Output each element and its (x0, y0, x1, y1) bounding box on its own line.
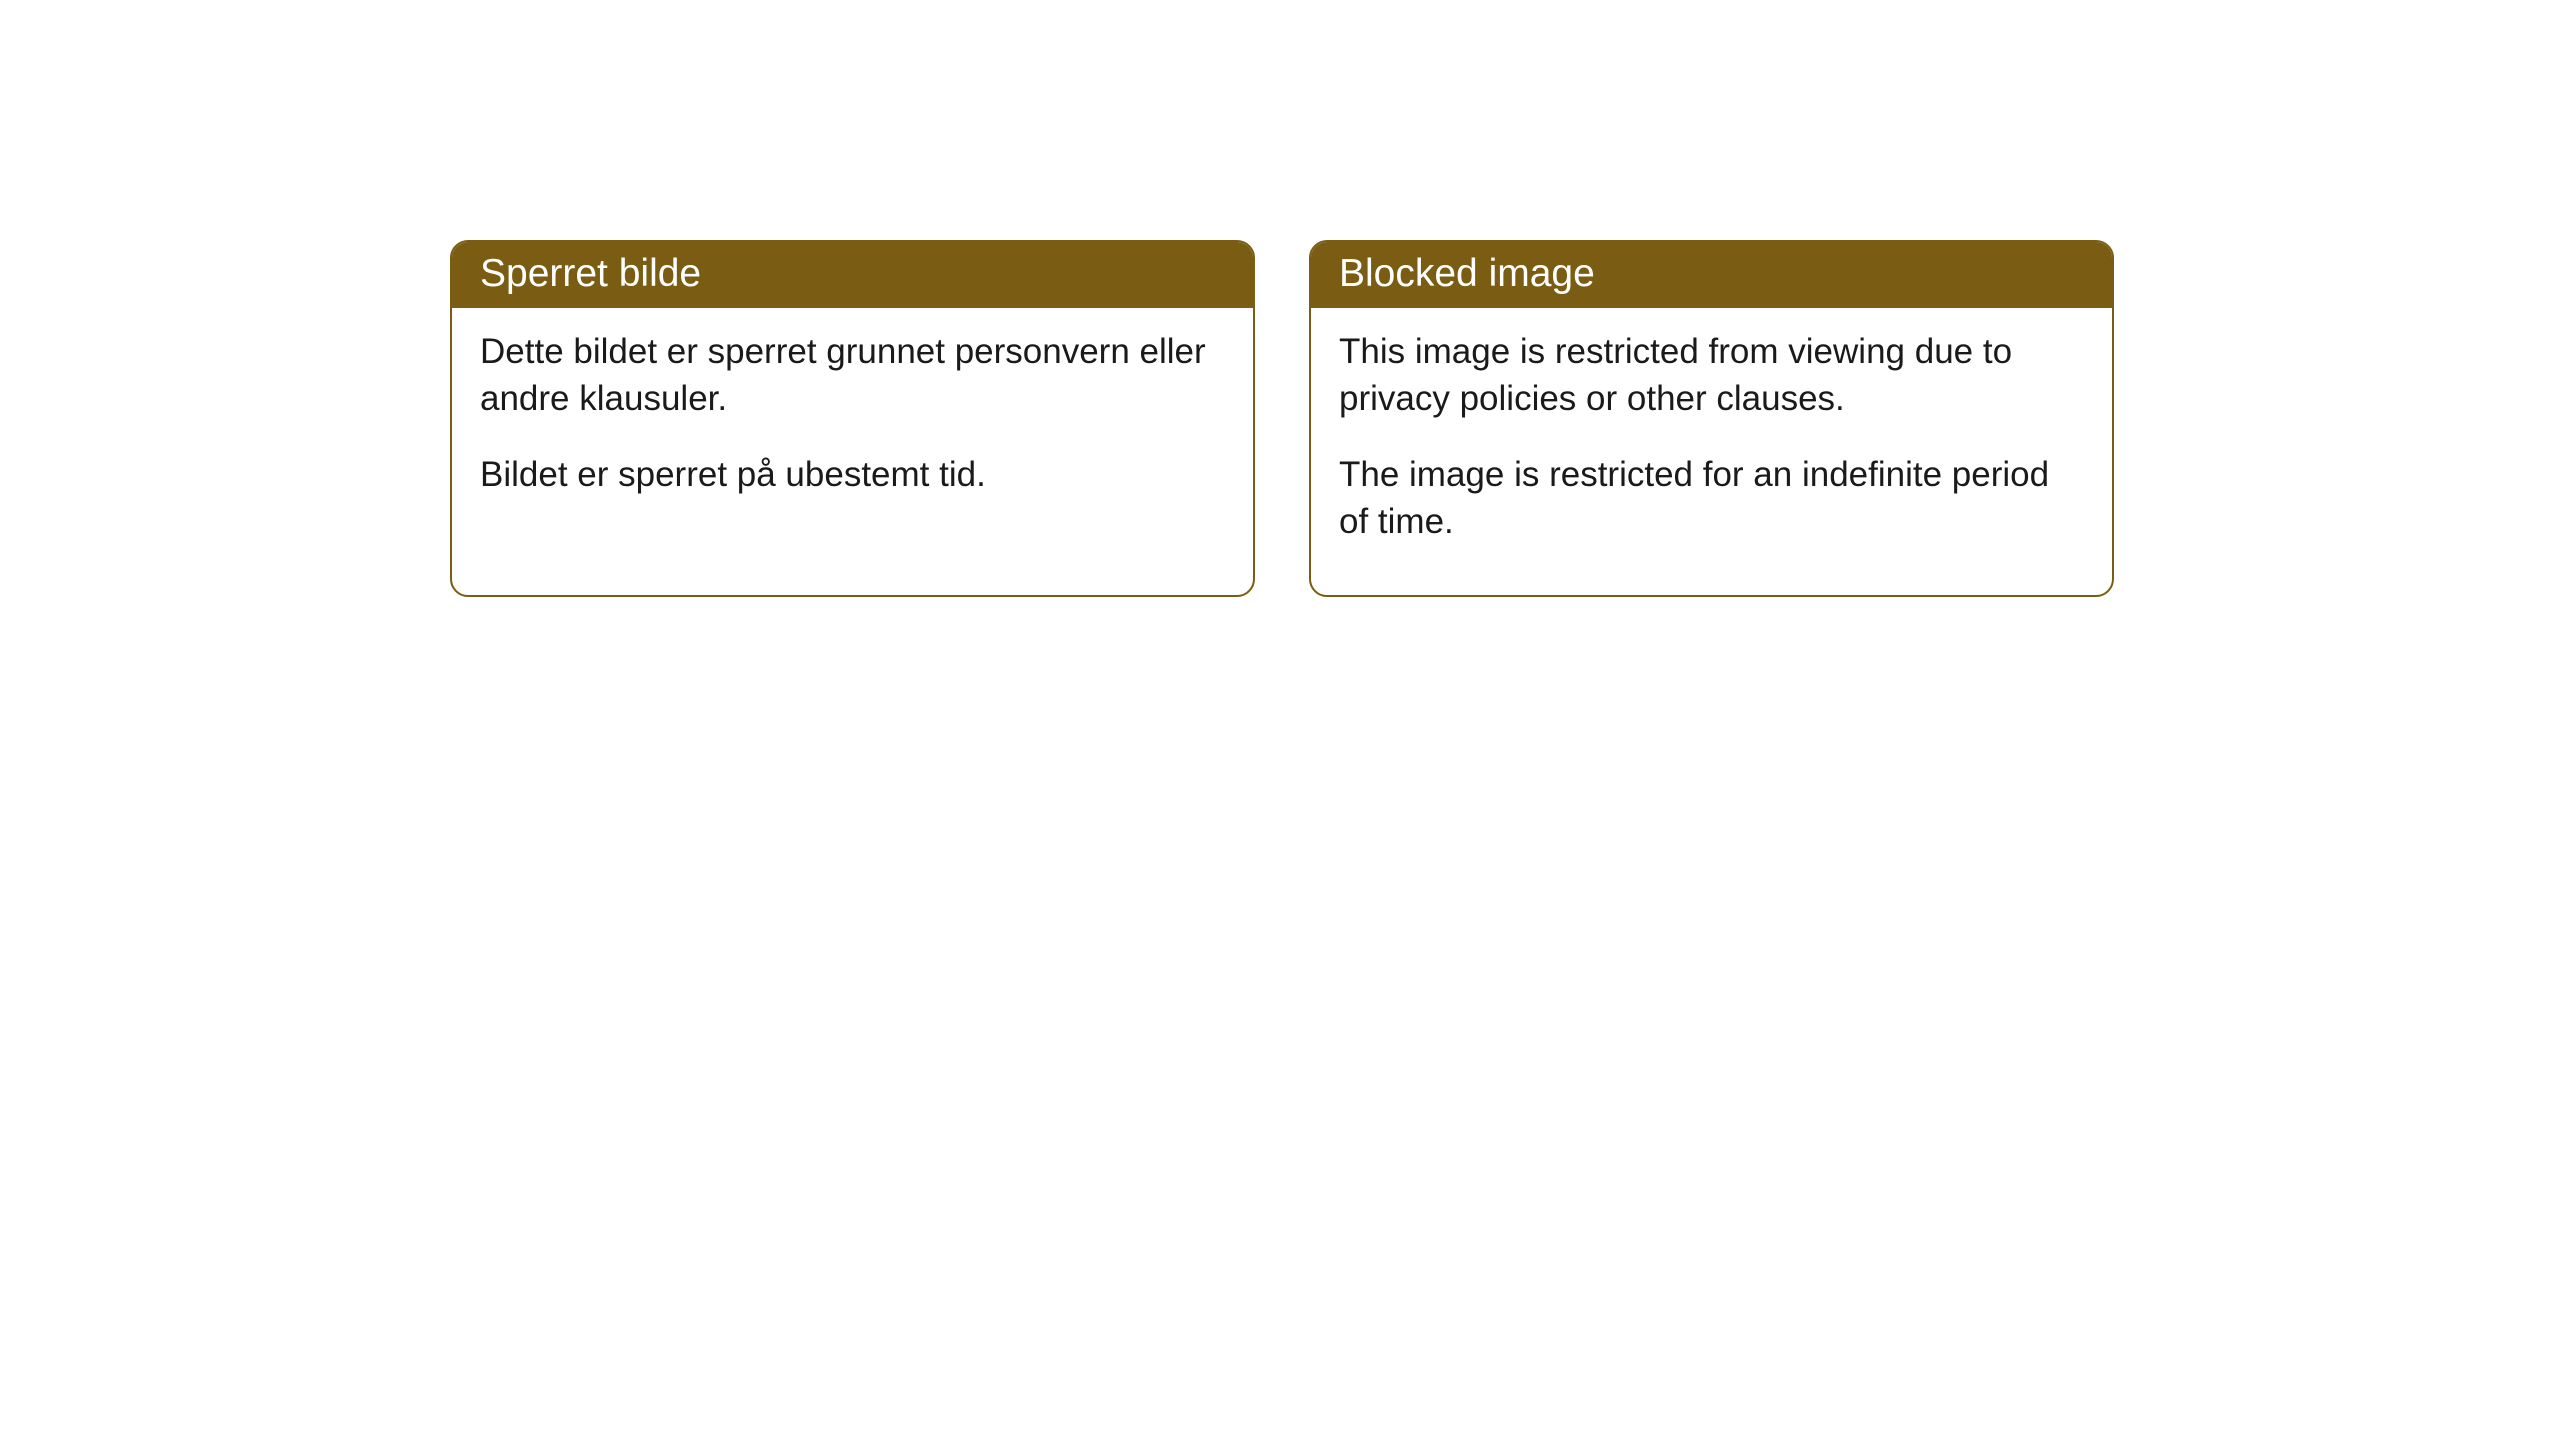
notice-container: Sperret bilde Dette bildet er sperret gr… (0, 0, 2560, 597)
notice-text-english-p1: This image is restricted from viewing du… (1339, 328, 2084, 423)
notice-body-norwegian: Dette bildet er sperret grunnet personve… (452, 308, 1253, 548)
notice-body-english: This image is restricted from viewing du… (1311, 308, 2112, 595)
notice-card-english: Blocked image This image is restricted f… (1309, 240, 2114, 597)
notice-text-norwegian-p2: Bildet er sperret på ubestemt tid. (480, 451, 1225, 498)
notice-text-norwegian-p1: Dette bildet er sperret grunnet personve… (480, 328, 1225, 423)
notice-title-english: Blocked image (1311, 242, 2112, 308)
notice-text-english-p2: The image is restricted for an indefinit… (1339, 451, 2084, 546)
notice-card-norwegian: Sperret bilde Dette bildet er sperret gr… (450, 240, 1255, 597)
notice-title-norwegian: Sperret bilde (452, 242, 1253, 308)
